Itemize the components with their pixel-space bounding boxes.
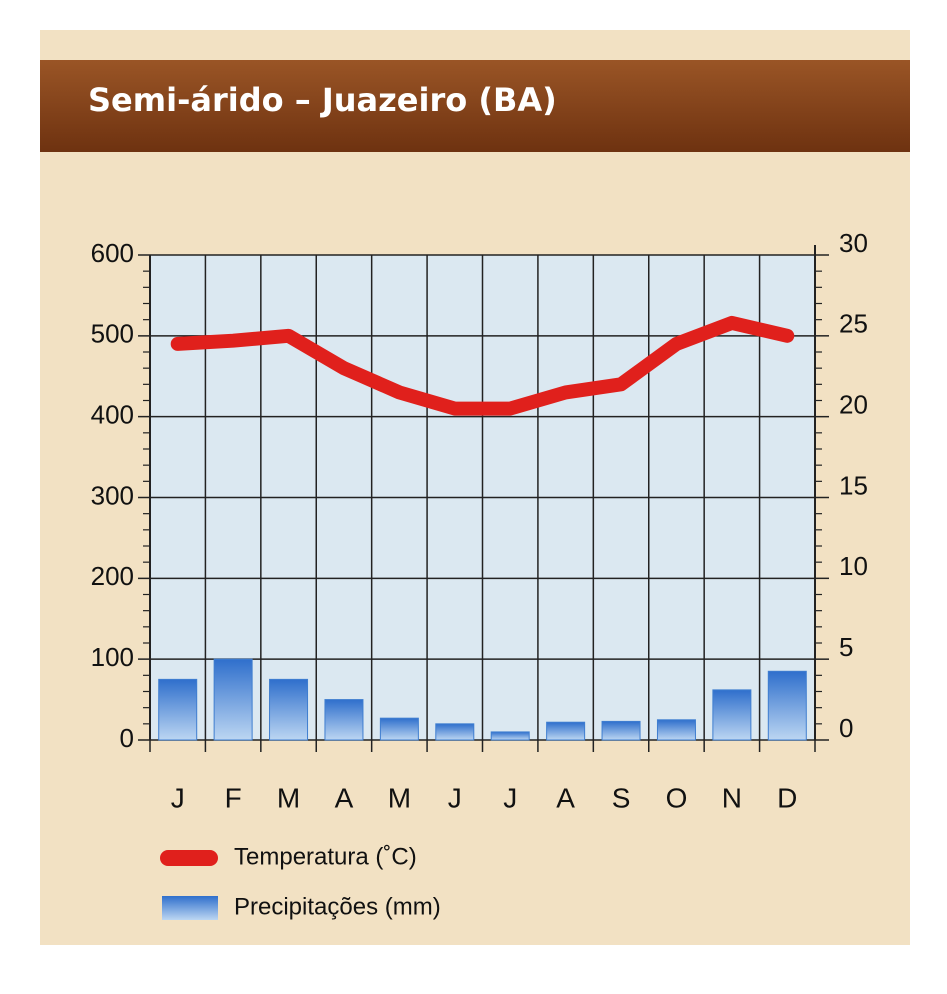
y2-tick-label: 20 <box>839 390 868 420</box>
y-tick-label: 400 <box>91 400 134 430</box>
y2-tick-label: 25 <box>839 309 868 339</box>
bar <box>379 717 419 741</box>
legend-label: Precipitações (mm) <box>234 893 441 920</box>
x-tick-label: J <box>448 782 462 813</box>
x-tick-label: M <box>277 782 300 813</box>
x-tick-label: N <box>722 782 742 813</box>
bar <box>269 678 309 741</box>
bar <box>767 670 807 741</box>
y-tick-label: 600 <box>91 238 134 268</box>
chart-title: Semi-árido – Juazeiro (BA) <box>88 81 557 119</box>
y2-tick-label: 5 <box>839 632 853 662</box>
x-tick-label: S <box>612 782 631 813</box>
x-tick-label: F <box>225 782 242 813</box>
bar <box>490 731 530 741</box>
y-tick-label: 300 <box>91 480 134 510</box>
bar <box>656 719 696 741</box>
x-tick-label: J <box>171 782 185 813</box>
y2-tick-label: 30 <box>839 228 868 258</box>
bar <box>158 678 198 741</box>
title-bar <box>40 60 910 152</box>
y-tick-label: 500 <box>91 319 134 349</box>
legend-swatch <box>162 896 218 920</box>
x-tick-label: J <box>503 782 517 813</box>
bar <box>324 699 364 741</box>
x-tick-label: A <box>556 782 575 813</box>
bar <box>213 658 253 741</box>
y-tick-label: 0 <box>120 723 134 753</box>
y-tick-label: 100 <box>91 642 134 672</box>
x-tick-label: D <box>777 782 797 813</box>
x-tick-label: A <box>335 782 354 813</box>
temperature-line <box>170 315 795 416</box>
x-tick-label: M <box>388 782 411 813</box>
bar <box>601 720 641 741</box>
bar <box>546 721 586 741</box>
y2-tick-label: 15 <box>839 470 868 500</box>
y2-tick-label: 10 <box>839 551 868 581</box>
y2-tick-label: 0 <box>839 713 853 743</box>
legend-label: Temperatura (˚C) <box>234 843 417 870</box>
y-tick-label: 200 <box>91 561 134 591</box>
x-tick-label: O <box>666 782 688 813</box>
bar <box>435 723 475 741</box>
bar <box>712 689 752 741</box>
